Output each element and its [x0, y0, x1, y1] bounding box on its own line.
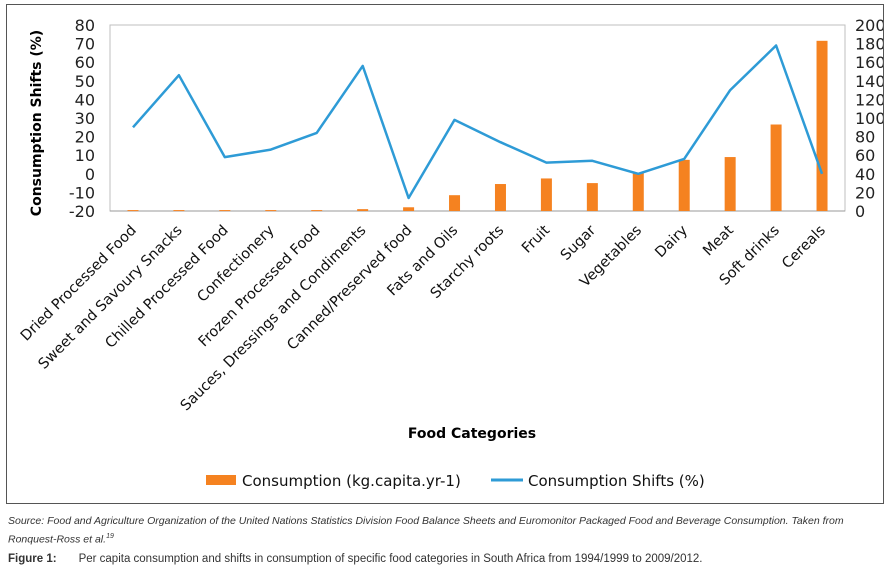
y-right-tick-label: 200 — [855, 16, 883, 35]
y-left-tick-label: 20 — [75, 128, 95, 147]
consumption-bar — [127, 210, 139, 212]
legend-line-label: Consumption Shifts (%) — [528, 472, 705, 490]
y-left-tick-label: -10 — [69, 183, 95, 202]
consumption-bar — [540, 178, 552, 211]
consumption-bar — [357, 209, 369, 211]
legend-bar-swatch — [206, 475, 236, 485]
consumption-bar — [403, 207, 415, 211]
x-category-label: Cereals — [779, 223, 829, 273]
consumption-bar — [770, 124, 782, 211]
y-right-tick-label: 160 — [855, 53, 883, 72]
y-left-tick-label: 80 — [75, 16, 95, 35]
y-left-tick-label: 70 — [75, 35, 95, 54]
y-axis-left-title: Consumption Shifts (%) — [29, 30, 45, 216]
y-right-tick-label: 100 — [855, 109, 883, 128]
y-left-tick-label: 50 — [75, 72, 95, 91]
x-axis-title: Food Categories — [408, 426, 536, 442]
y-right-tick-label: 0 — [855, 202, 865, 221]
y-right-tick-label: 120 — [855, 90, 883, 109]
consumption-bar — [678, 159, 690, 211]
y-right-tick-label: 80 — [855, 128, 875, 147]
y-left-tick-label: 30 — [75, 109, 95, 128]
y-right-tick-label: 180 — [855, 35, 883, 54]
consumption-bar — [449, 195, 461, 211]
x-category-label: Meat — [700, 222, 737, 259]
x-category-label: Sugar — [558, 222, 599, 263]
consumption-bar — [311, 210, 323, 212]
source-note: Source: Food and Agriculture Organizatio… — [8, 514, 888, 548]
consumption-bar — [816, 40, 828, 212]
y-left-tick-label: -20 — [69, 202, 95, 221]
figure-caption-text: Per capita consumption and shifts in con… — [78, 553, 703, 565]
legend: Consumption (kg.capita.yr-1) Consumption… — [206, 472, 705, 490]
consumption-bar — [173, 210, 185, 212]
y-right-tick-label: 40 — [855, 165, 875, 184]
y-left-tick-label: 60 — [75, 53, 95, 72]
figure-caption: Figure 1: Per capita consumption and shif… — [8, 553, 888, 565]
source-reference: 19 — [106, 533, 114, 540]
x-category-label: Fruit — [519, 222, 553, 256]
source-note-text: Source: Food and Agriculture Organizatio… — [8, 515, 844, 546]
consumption-bar — [586, 183, 598, 211]
figure-label: Figure 1: — [8, 553, 57, 565]
chart-frame: 80 70 60 50 40 30 20 10 0 -10 -20 200 180 160 140 120 1… — [6, 4, 884, 504]
consumption-bar — [494, 184, 506, 211]
consumption-shifts-line — [132, 44, 824, 200]
y-left-tick-label: 0 — [85, 165, 95, 184]
y-right-tick-label: 140 — [855, 72, 883, 91]
y-right-tick-label: 20 — [855, 183, 875, 202]
y-left-tick-label: 10 — [75, 146, 95, 165]
x-category-label: Dairy — [652, 222, 691, 261]
consumption-bar — [265, 210, 277, 212]
y-left-tick-label: 40 — [75, 90, 95, 109]
consumption-bar — [724, 157, 736, 211]
consumption-bar — [632, 172, 644, 211]
y-right-tick-label: 60 — [855, 146, 875, 165]
legend-bar-label: Consumption (kg.capita.yr-1) — [242, 472, 461, 490]
consumption-bar — [219, 210, 231, 212]
